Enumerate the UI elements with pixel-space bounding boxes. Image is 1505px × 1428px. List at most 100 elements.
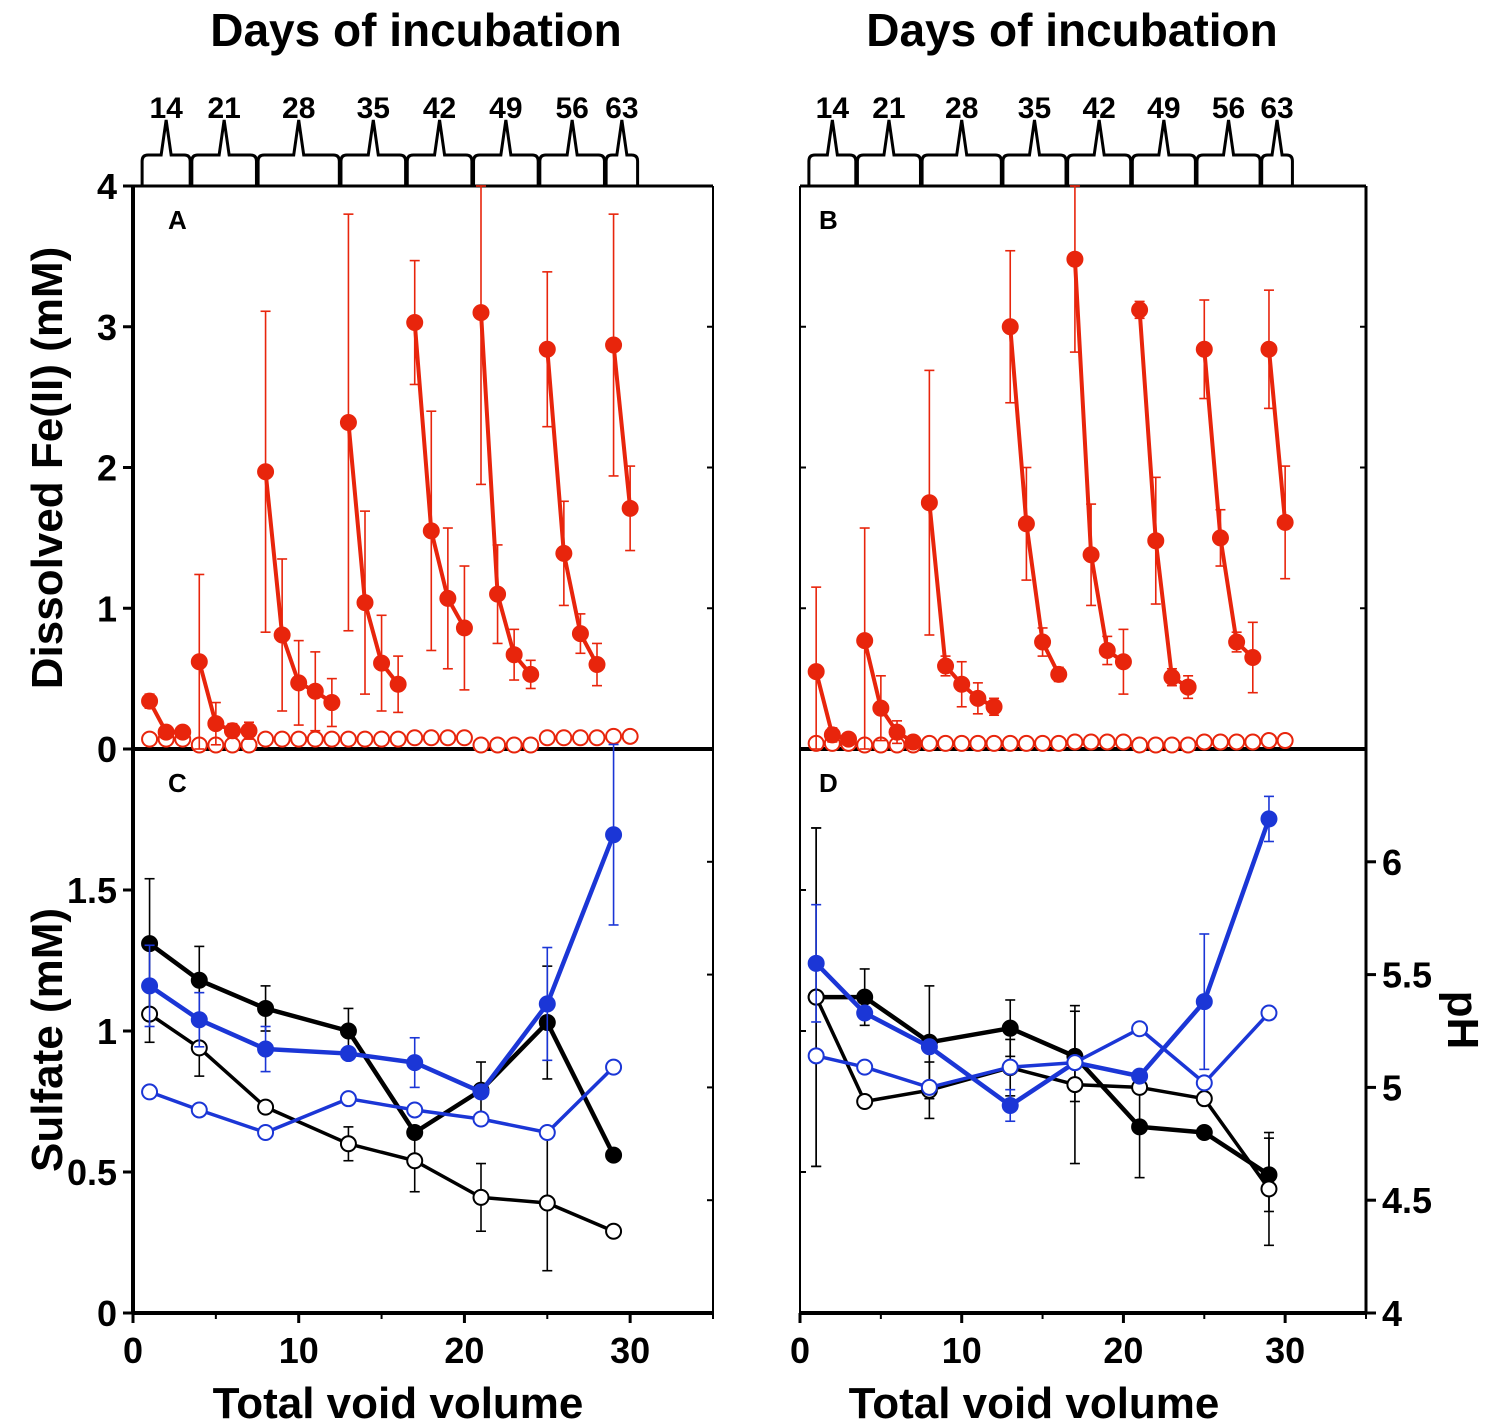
fe-b-filled-point [1211, 529, 1229, 547]
fe-b-filled-point [1147, 532, 1165, 550]
left-day-brace [190, 119, 258, 185]
fe-a-filled-point [306, 682, 324, 700]
fe-a-open-point [141, 730, 159, 748]
d-sulfate-open-point [1066, 1076, 1084, 1094]
fe-b-open-point [1114, 733, 1132, 751]
fe-a-open-point [605, 727, 623, 745]
c-ph-open-point [257, 1124, 275, 1142]
d-ph-filled-line [814, 818, 1272, 1108]
ph-y-axis-title: pH [1438, 991, 1487, 1050]
panel-letter-a: A [168, 205, 187, 235]
c-sulfate-open-line [148, 1012, 615, 1233]
fe-a-filled-point [190, 653, 208, 671]
fe-b-open-point [920, 734, 938, 752]
sulfate-y-axis-title: Sulfate (mM) [23, 908, 72, 1172]
c-sulfate-filled-point [190, 971, 208, 989]
fe-b-open-point [1050, 734, 1068, 752]
fe-b-open-point [1066, 733, 1084, 751]
fe-y-tick-label: 0 [97, 729, 117, 770]
sulfate-y-tick-label: 0.5 [67, 1152, 117, 1193]
fe-a-segment-line [412, 322, 467, 629]
left-day-brace [604, 119, 640, 185]
fe-b-filled-point [1276, 513, 1294, 531]
left-day-brace [472, 119, 540, 185]
c-ph-open-point [339, 1090, 357, 1108]
right-day-label: 28 [945, 92, 978, 125]
fe-a-filled-point [605, 336, 623, 354]
fe-b-open-point [1179, 736, 1197, 754]
d-ph-filled-point [807, 954, 825, 972]
fe-b-open-point [1195, 733, 1213, 751]
fe-a-open-point [323, 730, 341, 748]
right-day-brace [1066, 119, 1133, 185]
right-day-brace [807, 119, 858, 185]
d-ph-filled-point [1195, 993, 1213, 1011]
fe-b-open-point [1276, 732, 1294, 750]
fe-a-open-point [505, 736, 523, 754]
d-ph-open-line [815, 1011, 1271, 1090]
fe-a-open-point [621, 727, 639, 745]
c-sulfate-open-point [605, 1222, 623, 1240]
fe-b-filled-point [953, 675, 971, 693]
c-ph-open-point [141, 1083, 159, 1101]
right-day-brace [920, 119, 1003, 185]
fe-b-segment-line [862, 640, 915, 744]
d-sulfate-open-point [856, 1093, 874, 1110]
fe-b-filled-point [1163, 668, 1181, 686]
fe-b-filled-point [1228, 633, 1246, 651]
d-sulfate-open-point [1260, 1180, 1278, 1198]
c-sulfate-open-point [472, 1188, 490, 1206]
fe-b-open-point [1082, 733, 1100, 751]
d-sulfate-filled-point [1195, 1124, 1213, 1142]
fe-a-open-point [439, 729, 457, 747]
fe-a-open-point [306, 730, 324, 748]
d-ph-filled-point [1001, 1096, 1019, 1114]
d-ph-open-point [856, 1058, 874, 1076]
fe-a-filled-point [406, 314, 424, 332]
fe-a-filled-point [157, 723, 175, 741]
fe-b-filled-point [1034, 633, 1052, 651]
d-ph-filled-point [856, 1004, 874, 1022]
c-ph-open-point [538, 1124, 556, 1142]
fe-a-open-point [422, 729, 440, 747]
fe-a-segment-line [479, 312, 533, 676]
c-sulfate-open-point [406, 1152, 424, 1170]
c-sulfate-filled-point [339, 1022, 357, 1040]
left-day-label: 21 [207, 92, 240, 125]
c-sulfate-filled-point [257, 999, 275, 1017]
fe-a-open-point [555, 729, 573, 747]
d-sulfate-filled-point [1131, 1118, 1149, 1136]
fe-a-filled-point [472, 304, 490, 322]
d-sulfate-filled-point [856, 988, 874, 1006]
left-day-label: 28 [282, 92, 315, 125]
ph-y-tick-label: 6 [1382, 842, 1402, 883]
fe-b-filled-point [807, 663, 825, 681]
fe-b-segment-line [1137, 309, 1190, 689]
right-day-brace [1195, 119, 1262, 185]
fe-a-open-point [373, 730, 391, 748]
fe-a-filled-point [273, 626, 291, 644]
fe-b-filled-point [1260, 340, 1278, 358]
fe-b-open-point [1211, 733, 1229, 751]
fe-b-filled-point [1195, 340, 1213, 358]
right-x-tick-label: 30 [1265, 1330, 1305, 1371]
d-ph-filled-point [1260, 810, 1278, 828]
fe-a-open-point [339, 730, 357, 748]
c-ph-open-point [472, 1110, 490, 1128]
right-day-label: 42 [1082, 92, 1115, 125]
panel-letter-b: B [819, 205, 838, 235]
fe-b-filled-point [1017, 515, 1035, 533]
c-ph-filled-point [190, 1011, 208, 1029]
fe-b-filled-point [1050, 665, 1068, 683]
fe-b-open-point [953, 734, 971, 752]
d-ph-open-point [1131, 1020, 1149, 1038]
fe-a-segment-line [545, 349, 599, 666]
right-day-label: 21 [872, 92, 905, 125]
left-top-title: Days of incubation [210, 4, 621, 56]
left-day-label: 56 [555, 92, 588, 125]
fe-a-filled-point [240, 722, 258, 740]
c-ph-open-point [190, 1101, 208, 1119]
fe-a-open-point [538, 729, 556, 747]
right-day-label: 35 [1018, 92, 1051, 125]
right-day-label: 49 [1147, 92, 1180, 125]
